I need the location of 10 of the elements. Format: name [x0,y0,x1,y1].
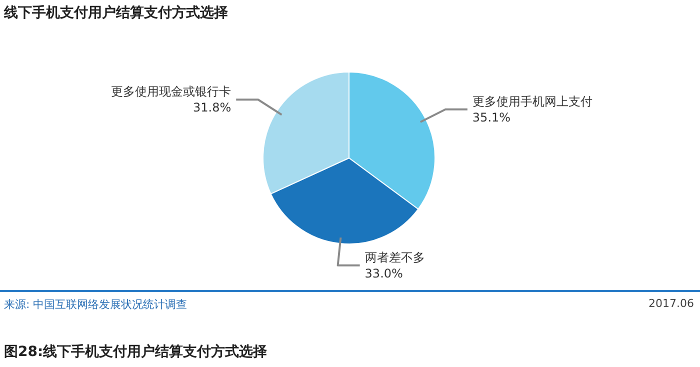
slice-label: 更多使用手机网上支付 [472,94,592,108]
data-label: 35.1% [472,110,511,124]
data-label: 33.0% [364,266,403,280]
source-note: 来源: 中国互联网络发展状况统计调查 [4,297,188,312]
text: 2017.06 [648,297,694,310]
slice-label: 更多使用现金或银行卡 [111,84,232,99]
caption: 图28:线下手机支付用户结算支付方式选择 [4,343,268,361]
slice-label: 两者差不多 [364,250,425,264]
chart-title: 线下手机支付用户结算支付方式选择 [4,4,228,22]
data-label: 31.8% [192,100,232,115]
